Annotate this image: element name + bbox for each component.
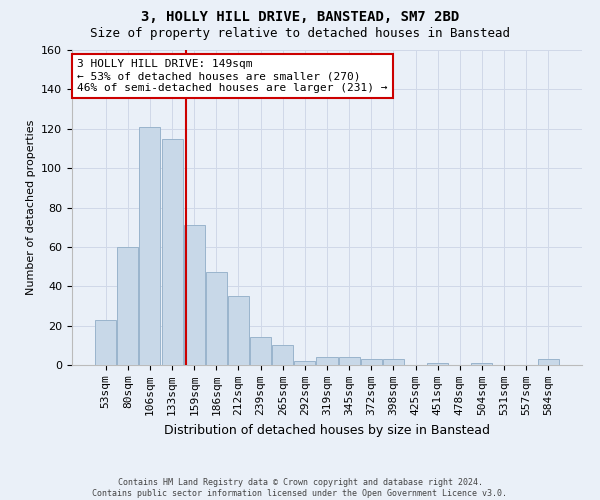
Bar — [427, 363, 448, 365]
Bar — [184, 225, 205, 365]
Bar — [316, 357, 338, 365]
Bar — [338, 357, 359, 365]
Bar — [206, 272, 227, 365]
Text: 3 HOLLY HILL DRIVE: 149sqm
← 53% of detached houses are smaller (270)
46% of sem: 3 HOLLY HILL DRIVE: 149sqm ← 53% of deta… — [77, 60, 388, 92]
Text: 3, HOLLY HILL DRIVE, BANSTEAD, SM7 2BD: 3, HOLLY HILL DRIVE, BANSTEAD, SM7 2BD — [141, 10, 459, 24]
Bar — [295, 361, 316, 365]
X-axis label: Distribution of detached houses by size in Banstead: Distribution of detached houses by size … — [164, 424, 490, 436]
Bar — [228, 296, 249, 365]
Text: Contains HM Land Registry data © Crown copyright and database right 2024.
Contai: Contains HM Land Registry data © Crown c… — [92, 478, 508, 498]
Y-axis label: Number of detached properties: Number of detached properties — [26, 120, 35, 295]
Bar — [95, 320, 116, 365]
Bar — [272, 346, 293, 365]
Bar — [472, 363, 493, 365]
Bar — [538, 359, 559, 365]
Bar — [118, 247, 139, 365]
Bar — [383, 359, 404, 365]
Text: Size of property relative to detached houses in Banstead: Size of property relative to detached ho… — [90, 28, 510, 40]
Bar — [161, 138, 182, 365]
Bar — [361, 359, 382, 365]
Bar — [250, 338, 271, 365]
Bar — [139, 127, 160, 365]
